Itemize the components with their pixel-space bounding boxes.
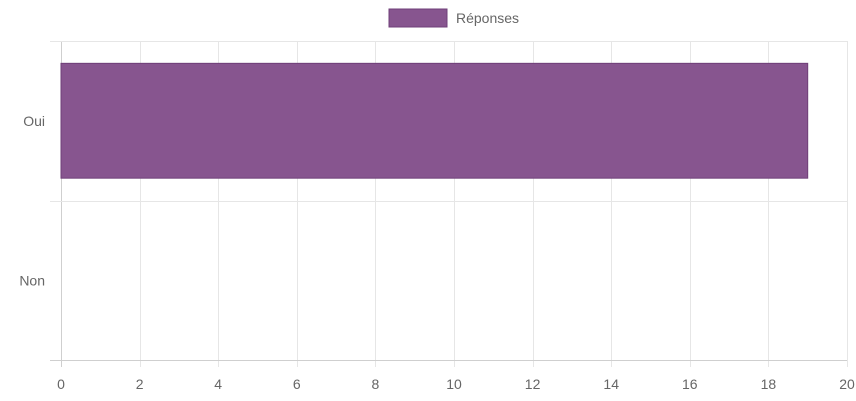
x-tick-label: 6 [293, 376, 301, 392]
x-tick-label: 12 [525, 376, 541, 392]
legend-label: Réponses [456, 10, 519, 26]
x-tick-label: 16 [682, 376, 698, 392]
bar-series [60, 62, 809, 179]
x-tick-label: 14 [603, 376, 619, 392]
x-tick-label: 10 [446, 376, 462, 392]
legend-swatch [388, 8, 448, 28]
y-axis-ticks: Oui Non [19, 113, 45, 289]
x-tick-label: 2 [136, 376, 144, 392]
x-tick-label: 8 [372, 376, 380, 392]
x-tick-label: 4 [214, 376, 222, 392]
y-tick-label: Oui [23, 113, 45, 129]
x-axis-ticks: 0 2 4 6 8 10 12 14 16 18 20 [57, 376, 855, 392]
chart-legend[interactable]: Réponses [388, 8, 519, 28]
x-tick-label: 18 [761, 376, 777, 392]
x-tick-label: 0 [57, 376, 65, 392]
x-tick-label: 20 [839, 376, 855, 392]
y-tick-label: Non [19, 272, 45, 288]
bar-oui[interactable] [60, 62, 809, 179]
